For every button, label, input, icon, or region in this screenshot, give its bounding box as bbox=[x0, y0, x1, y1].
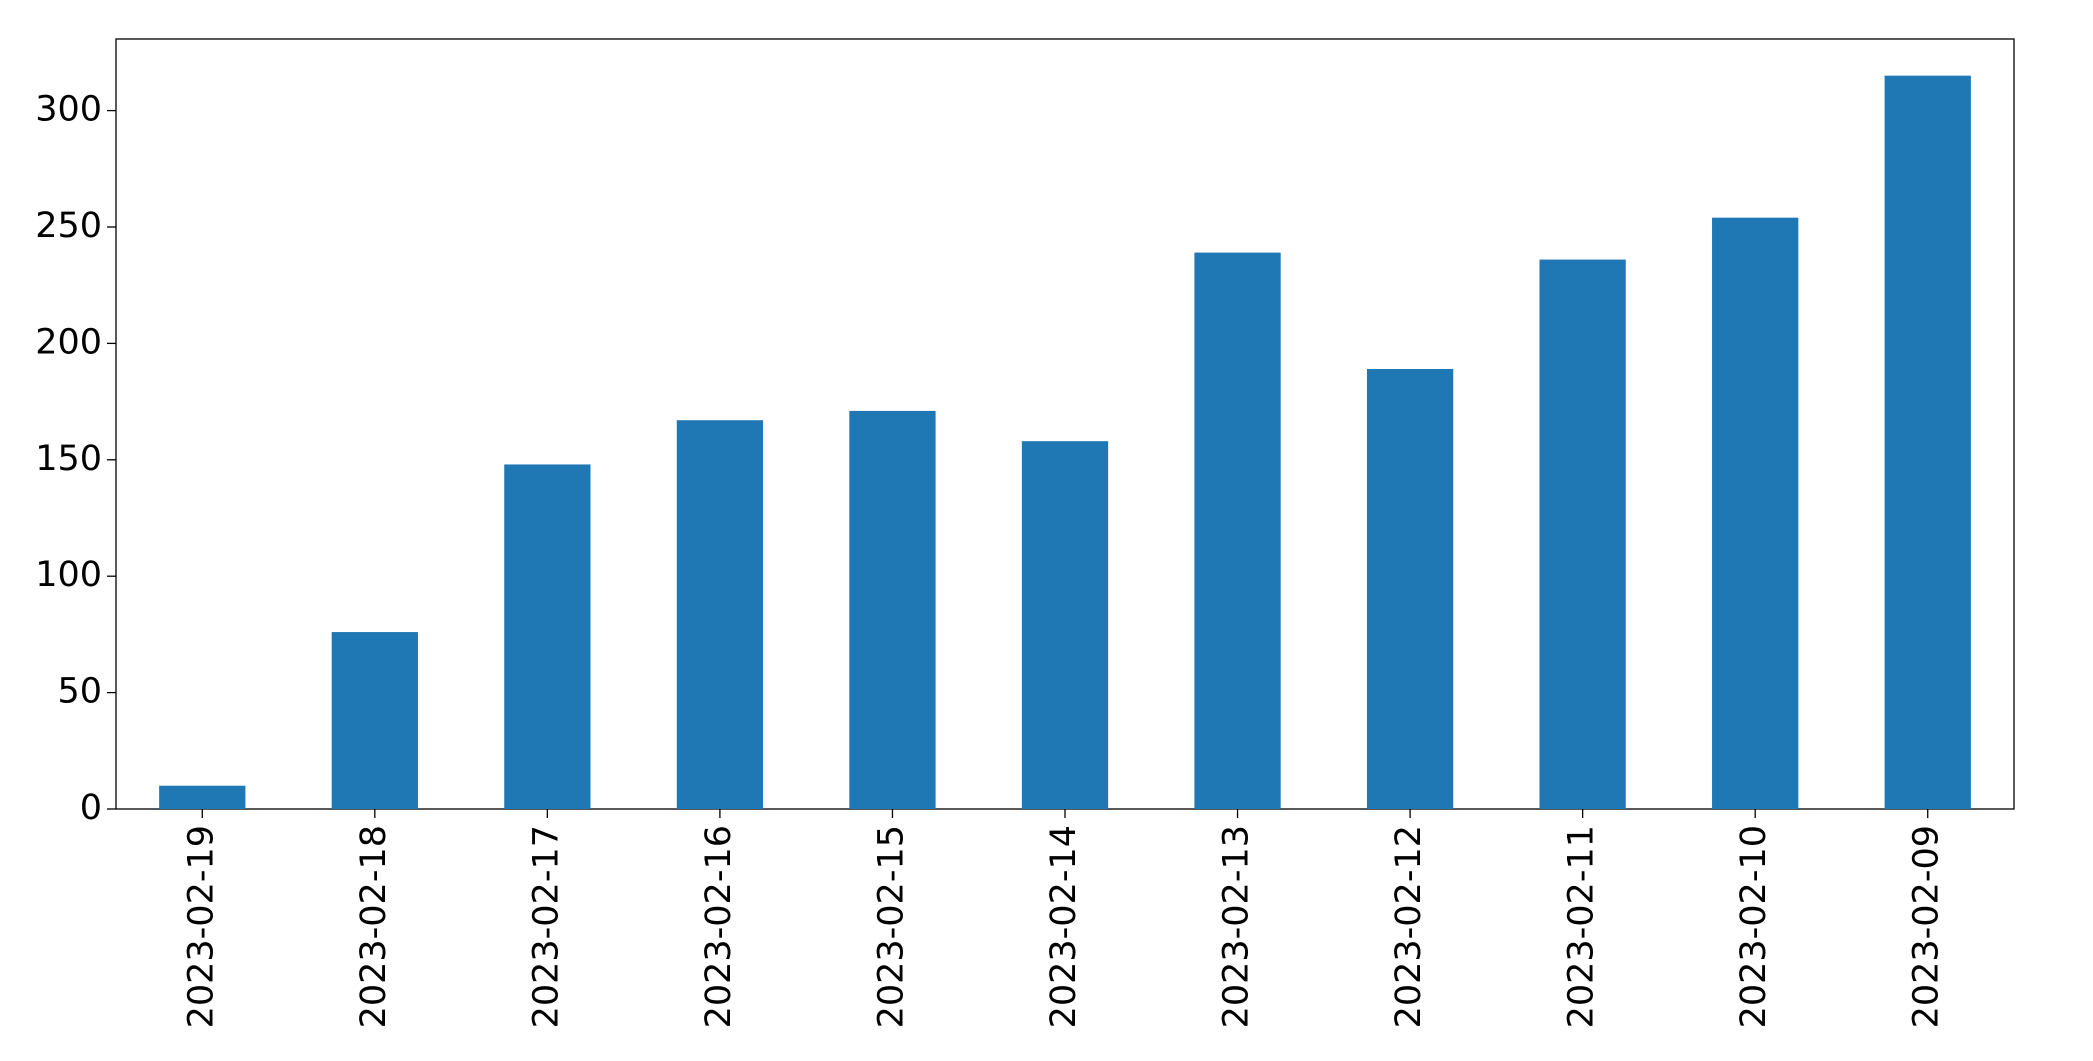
bar bbox=[1712, 217, 1799, 809]
x-tick-label: 2023-02-11 bbox=[1562, 825, 1602, 1028]
x-tick-label: 2023-02-13 bbox=[1217, 825, 1257, 1028]
bar bbox=[159, 785, 246, 809]
bar bbox=[1194, 252, 1281, 809]
x-tick-label: 2023-02-17 bbox=[526, 825, 566, 1028]
x-tick-label: 2023-02-16 bbox=[699, 825, 739, 1028]
x-tick-label: 2023-02-15 bbox=[871, 825, 911, 1028]
bar bbox=[1539, 259, 1626, 809]
y-tick-label: 100 bbox=[35, 555, 102, 595]
x-tick-label: 2023-02-10 bbox=[1734, 825, 1774, 1028]
y-tick-label: 250 bbox=[35, 206, 102, 246]
x-tick-label: 2023-02-12 bbox=[1389, 825, 1429, 1028]
y-tick-label: 300 bbox=[35, 90, 102, 130]
bar bbox=[849, 410, 936, 809]
x-tick-label: 2023-02-14 bbox=[1044, 825, 1084, 1028]
bar bbox=[331, 632, 418, 809]
y-tick-label: 200 bbox=[35, 322, 102, 362]
y-tick-label: 50 bbox=[57, 672, 102, 712]
bar bbox=[676, 420, 764, 809]
y-tick-label: 150 bbox=[35, 439, 102, 479]
x-tick-label: 2023-02-09 bbox=[1907, 825, 1947, 1028]
bar bbox=[1366, 369, 1454, 809]
y-tick-label: 0 bbox=[80, 788, 102, 828]
x-tick-label: 2023-02-18 bbox=[354, 825, 394, 1028]
x-tick-label: 2023-02-19 bbox=[181, 825, 221, 1028]
bar bbox=[1884, 75, 1971, 809]
bar bbox=[1021, 441, 1109, 809]
bar bbox=[504, 464, 591, 809]
